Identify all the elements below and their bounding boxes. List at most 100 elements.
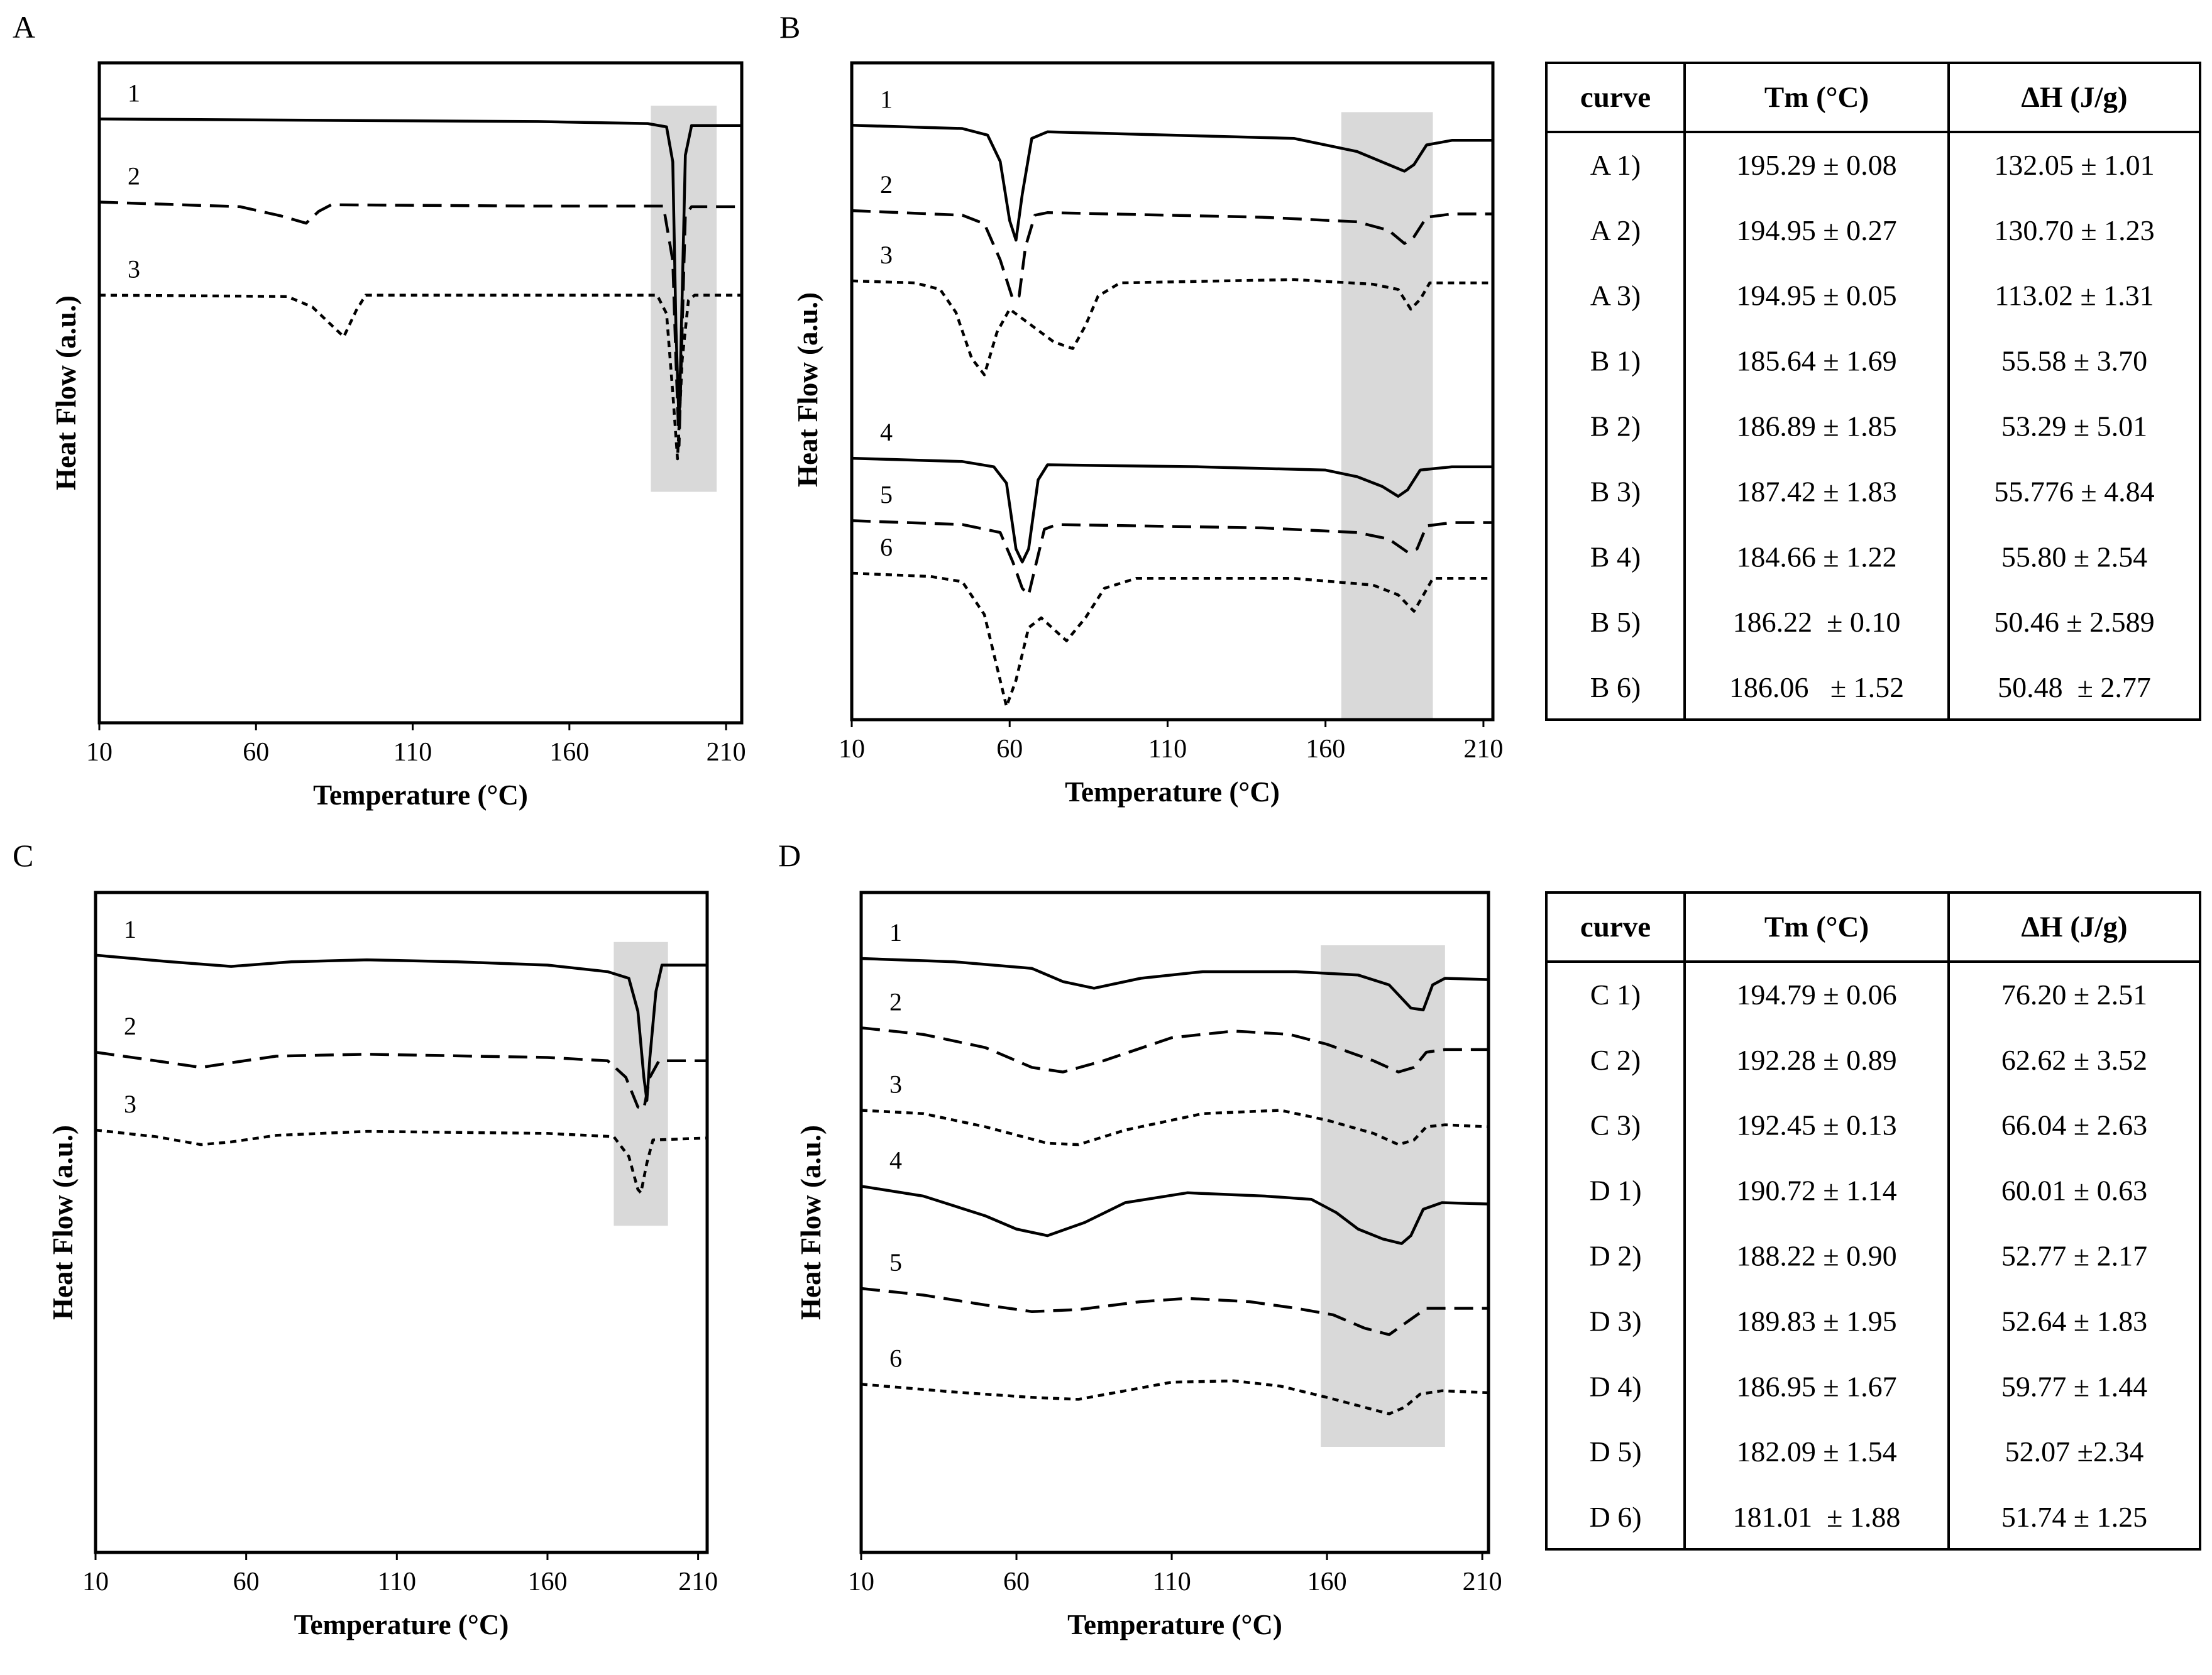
series-line-6 [851, 571, 1493, 708]
table-cell: A 3) [1590, 280, 1641, 312]
table-cell: D 4) [1589, 1370, 1641, 1402]
table-cell: C 3) [1590, 1109, 1641, 1141]
table-cell: 52.64 ± 1.83 [2001, 1305, 2147, 1337]
summary-table: curve Tm (°C) ΔH (J/g) C 1) 194.79 ± 0.06 76.… [1545, 891, 2201, 1551]
curve-label: 3 [880, 241, 893, 269]
table-cell: 184.66 ± 1.22 [1736, 541, 1896, 573]
series-line-2 [851, 209, 1493, 301]
curve-label: 1 [889, 918, 902, 947]
table-border [1545, 62, 2201, 721]
table-cell: 188.22 ± 0.90 [1736, 1240, 1896, 1272]
series-line-4 [851, 456, 1493, 564]
table-cell: 130.70 ± 1.23 [1994, 214, 2154, 246]
table-cell: A 1) [1590, 149, 1641, 181]
table-cell: 187.42 ± 1.83 [1736, 475, 1896, 507]
table-cell: 189.83 ± 1.95 [1736, 1305, 1896, 1337]
x-tick-label: 210 [707, 738, 746, 767]
series-line-3 [99, 294, 742, 461]
curve-label: 2 [124, 1012, 136, 1040]
x-tick-label: 110 [378, 1568, 416, 1596]
x-tick-label: 160 [527, 1568, 567, 1596]
x-tick-label: 10 [82, 1568, 109, 1596]
series-line-3 [851, 278, 1493, 376]
table-cell: A 2) [1590, 214, 1641, 246]
table-cell: 50.48 ± 2.77 [1998, 671, 2151, 703]
table-cell: 192.45 ± 0.13 [1736, 1109, 1896, 1141]
table-cell: 186.22 ± 0.10 [1733, 606, 1901, 638]
curve-label: 4 [880, 418, 893, 446]
curve-label: 3 [128, 255, 140, 283]
chart-panel-d: D 10 60 110 160 210 Temperature (°C) Heat Flow … [778, 838, 1502, 1640]
series-line-1 [95, 953, 707, 1102]
table-cell: 59.77 ± 1.44 [2001, 1370, 2147, 1402]
x-tick-label: 110 [1152, 1568, 1191, 1596]
table-cell: 53.29 ± 5.01 [2001, 410, 2147, 442]
table-cell: 66.04 ± 2.63 [2001, 1109, 2147, 1141]
plot-frame [94, 891, 709, 1554]
series-line-2 [861, 1026, 1488, 1074]
table-cell: D 6) [1589, 1501, 1641, 1533]
curve-label: 3 [889, 1070, 902, 1099]
table-cell: 55.776 ± 4.84 [1994, 475, 2154, 507]
x-tick-label: 10 [848, 1568, 874, 1596]
table-cell: 62.62 ± 3.52 [2001, 1044, 2147, 1076]
table-cell: 52.77 ± 2.17 [2001, 1240, 2147, 1272]
table-cell: 194.95 ± 0.27 [1736, 214, 1896, 246]
plot-frame [850, 61, 1495, 722]
chart-panel-b: B 10 60 110 160 210 Temperature (°C) Heat Flow … [779, 9, 1503, 808]
table-cell: D 1) [1589, 1175, 1641, 1207]
series-line-5 [861, 1287, 1488, 1336]
series-line-5 [851, 519, 1493, 596]
x-tick-label: 160 [1307, 1568, 1347, 1596]
x-tick-label: 110 [1148, 735, 1187, 764]
y-axis-title: Heat Flow (a.u.) [50, 295, 82, 490]
table-cell: 186.89 ± 1.85 [1736, 410, 1896, 442]
curve-label: 3 [124, 1090, 136, 1118]
table-cell: B 4) [1590, 541, 1641, 573]
table-cell: D 2) [1589, 1240, 1641, 1272]
series-line-1 [851, 124, 1493, 242]
curve-label: 6 [880, 533, 893, 561]
table-cell: 51.74 ± 1.25 [2001, 1501, 2147, 1533]
x-tick-label: 210 [1463, 735, 1503, 764]
panel-letter: B [779, 9, 800, 45]
curve-label: 4 [889, 1146, 902, 1174]
chart-panel-c: C 10 60 110 160 210 Temperature (°C) Heat Flow … [13, 838, 718, 1640]
table-cell: 182.09 ± 1.54 [1736, 1436, 1896, 1468]
melting-region-highlight [614, 942, 668, 1226]
table-cell: 76.20 ± 2.51 [2001, 979, 2147, 1011]
curve-label: 1 [128, 79, 140, 107]
table-header-cell: Tm (°C) [1764, 81, 1869, 114]
series-line-2 [95, 1050, 707, 1111]
series-line-6 [861, 1379, 1489, 1415]
table-cell: B 6) [1590, 671, 1641, 703]
table-header-cell: curve [1580, 81, 1651, 114]
table-cell: 194.95 ± 0.05 [1736, 280, 1896, 312]
table-header-cell: Tm (°C) [1764, 911, 1869, 943]
x-tick-label: 10 [839, 735, 865, 764]
curve-label: 1 [880, 85, 893, 113]
y-axis-title: Heat Flow (a.u.) [47, 1125, 79, 1320]
panel-letter: A [13, 9, 35, 45]
curve-label: 2 [889, 987, 902, 1016]
x-tick-label: 160 [1306, 735, 1345, 764]
curve-label: 6 [889, 1344, 902, 1372]
curve-label: 5 [880, 480, 893, 508]
table-cell: 185.64 ± 1.69 [1736, 345, 1896, 377]
melting-region-highlight [1321, 945, 1445, 1447]
curve-label: 5 [889, 1248, 902, 1277]
series-line-3 [95, 1128, 708, 1195]
x-tick-label: 210 [678, 1568, 718, 1596]
table-cell: 50.46 ± 2.589 [1994, 606, 2154, 638]
series-line-4 [861, 1185, 1489, 1245]
table-cell: C 1) [1590, 979, 1641, 1011]
series-line-2 [99, 200, 742, 448]
table-cell: D 3) [1589, 1305, 1641, 1337]
table-cell: 186.06 ± 1.52 [1729, 671, 1904, 703]
table-cell: 52.07 ±2.34 [2005, 1436, 2144, 1468]
table-cell: 55.80 ± 2.54 [2001, 541, 2147, 573]
y-axis-title: Heat Flow (a.u.) [792, 292, 823, 487]
y-axis-title: Heat Flow (a.u.) [795, 1125, 827, 1320]
x-axis-title: Temperature (°C) [1067, 1609, 1282, 1640]
